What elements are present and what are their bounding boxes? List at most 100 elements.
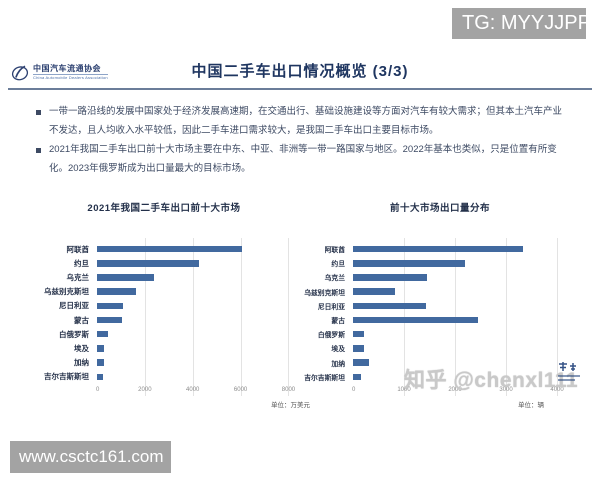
x-tick-label: 2000	[138, 386, 152, 393]
category-label: 阿联酋	[324, 247, 345, 255]
bar-track	[353, 302, 580, 310]
category-label: 乌克兰	[66, 272, 90, 282]
chart-row: 阿联酋	[300, 242, 580, 256]
chart-row: 加纳	[300, 356, 580, 370]
association-logo: 中国汽车流通协会 China Automobile Dealers Associ…	[10, 62, 108, 83]
header-divider	[8, 88, 592, 90]
bar	[97, 330, 108, 338]
bar	[353, 345, 365, 352]
chart-row: 约旦	[18, 256, 310, 270]
chart-title: 前十大市场出口量分布	[389, 203, 490, 214]
bar	[97, 274, 155, 281]
bar	[97, 359, 105, 366]
chart-row: 蒙古	[18, 313, 310, 327]
gridline	[288, 238, 290, 396]
plot-area: 阿联酋 约旦 乌克兰 乌兹别克斯坦 尼日利亚 蒙古 白俄罗斯 埃及 加纳 吉尔吉斯斯坦 0 1000…	[300, 238, 580, 396]
bar-track	[97, 274, 310, 281]
category-label: 约旦	[74, 258, 89, 268]
bar	[97, 302, 124, 310]
category-label: 加纳	[331, 360, 345, 368]
x-tick-label: 4000	[186, 386, 200, 393]
unit-label: 单位：辆	[518, 401, 544, 409]
chart-row: 乌克兰	[300, 270, 580, 284]
chart-row: 吉尔吉斯斯坦	[18, 370, 310, 384]
bar-rows: 阿联酋 约旦 乌克兰 乌兹别克斯坦 尼日利亚 蒙古 白俄罗斯 埃及 加纳 吉尔吉斯斯坦	[18, 242, 310, 384]
bar-track	[353, 330, 580, 338]
bar	[353, 274, 427, 281]
chart-row: 乌兹别克斯坦	[18, 285, 310, 299]
category-label: 尼日利亚	[317, 303, 345, 311]
category-label: 埃及	[331, 346, 345, 354]
bar-rows: 阿联酋约旦乌克兰乌兹别克斯坦尼日利亚蒙古白俄罗斯埃及加纳吉尔吉斯斯坦	[300, 242, 580, 384]
category-label: 乌兹别克斯坦	[304, 289, 345, 297]
chart-row: 白俄罗斯	[300, 327, 580, 341]
bar-track	[353, 288, 580, 295]
zhihu-user-watermark: 知乎 @chenxl111	[404, 369, 579, 392]
association-emblem-icon	[11, 65, 29, 81]
association-name: 中国汽车流通协会	[33, 63, 101, 73]
chart-export-volume-top10: 前十大市场出口量分布 阿联酋约旦乌克兰乌兹别克斯坦尼日利亚蒙古白俄罗斯埃及加纳吉…	[300, 200, 580, 409]
bullet-item: 一带一路沿线的发展中国家处于经济发展高速期，在交通出行、基础设施建设等方面对汽车…	[36, 103, 564, 140]
category-label: 加纳	[74, 358, 89, 368]
bar-track	[97, 302, 310, 310]
bar	[97, 345, 105, 352]
bar	[97, 288, 137, 295]
category-label: 吉尔吉斯斯坦	[304, 374, 345, 382]
chart-row: 蒙古	[300, 313, 580, 327]
chart-row: 乌克兰	[18, 270, 310, 284]
chart-title: 2021年我国二手车出口前十大市场	[87, 203, 241, 214]
bar-track	[353, 345, 580, 352]
gridline	[240, 238, 242, 396]
bullet-square-icon	[36, 110, 41, 115]
bar	[97, 245, 242, 253]
bullet-list: 一带一路沿线的发展中国家处于经济发展高速期，在交通出行、基础设施建设等方面对汽车…	[36, 103, 564, 179]
bar	[353, 302, 426, 310]
association-name-english: China Automobile Dealers Association	[33, 73, 108, 80]
gridline	[557, 238, 559, 396]
category-label: 约旦	[331, 261, 345, 269]
chart-row: 白俄罗斯	[18, 327, 310, 341]
bar-track	[353, 373, 580, 381]
bullet-square-icon	[36, 148, 41, 154]
corner-stamp-logo	[556, 361, 594, 390]
x-tick-label: 1000	[397, 386, 411, 393]
x-axis: 0 2000 4000 6000 8000	[95, 386, 310, 396]
category-label: 阿联酋	[66, 244, 90, 254]
bar-track	[97, 359, 310, 366]
bar	[353, 316, 478, 324]
bar-track	[97, 288, 310, 295]
bar	[353, 330, 365, 338]
category-label: 蒙古	[331, 318, 345, 326]
bar-track	[97, 260, 310, 267]
bullet-text: 一带一路沿线的发展中国家处于经济发展高速期，在交通出行、基础设施建设等方面对汽车…	[49, 106, 563, 136]
bullet-text: 2021年我国二手车出口前十大市场主要在中东、中亚、非洲等一带一路国家与地区。2…	[49, 144, 557, 174]
category-label: 蒙古	[74, 315, 89, 325]
x-tick-label: 2000	[448, 386, 462, 393]
bar-track	[353, 274, 580, 281]
bar-track	[353, 359, 580, 366]
category-label: 白俄罗斯	[59, 329, 89, 339]
bar-track	[97, 316, 310, 324]
category-label: 乌兹别克斯坦	[44, 287, 89, 297]
bar	[353, 359, 369, 366]
telegram-watermark-badge: TG: MYYJJPP	[452, 8, 591, 39]
gridline	[506, 238, 508, 396]
bar	[97, 260, 199, 267]
bar-track	[353, 260, 580, 267]
chart-row: 加纳	[18, 356, 310, 370]
website-watermark-badge: www.csctc161.com	[10, 441, 171, 473]
x-tick-label: 0	[95, 386, 100, 393]
chart-row: 吉尔吉斯斯坦	[300, 370, 580, 384]
bullet-item: 2021年我国二手车出口前十大市场主要在中东、中亚、非洲等一带一路国家与地区。2…	[36, 141, 564, 178]
bar-track	[353, 316, 580, 324]
bar	[353, 373, 362, 381]
category-label: 乌克兰	[324, 275, 345, 283]
bar-track	[97, 245, 310, 253]
category-label: 吉尔吉斯斯坦	[44, 372, 89, 382]
x-axis: 0 1000 2000 3000 4000	[352, 386, 580, 396]
chart-row: 乌兹别克斯坦	[300, 285, 580, 299]
chart-row: 阿联酋	[18, 242, 310, 256]
bar-track	[97, 373, 310, 381]
gridline	[144, 238, 146, 396]
category-label: 白俄罗斯	[317, 332, 345, 340]
